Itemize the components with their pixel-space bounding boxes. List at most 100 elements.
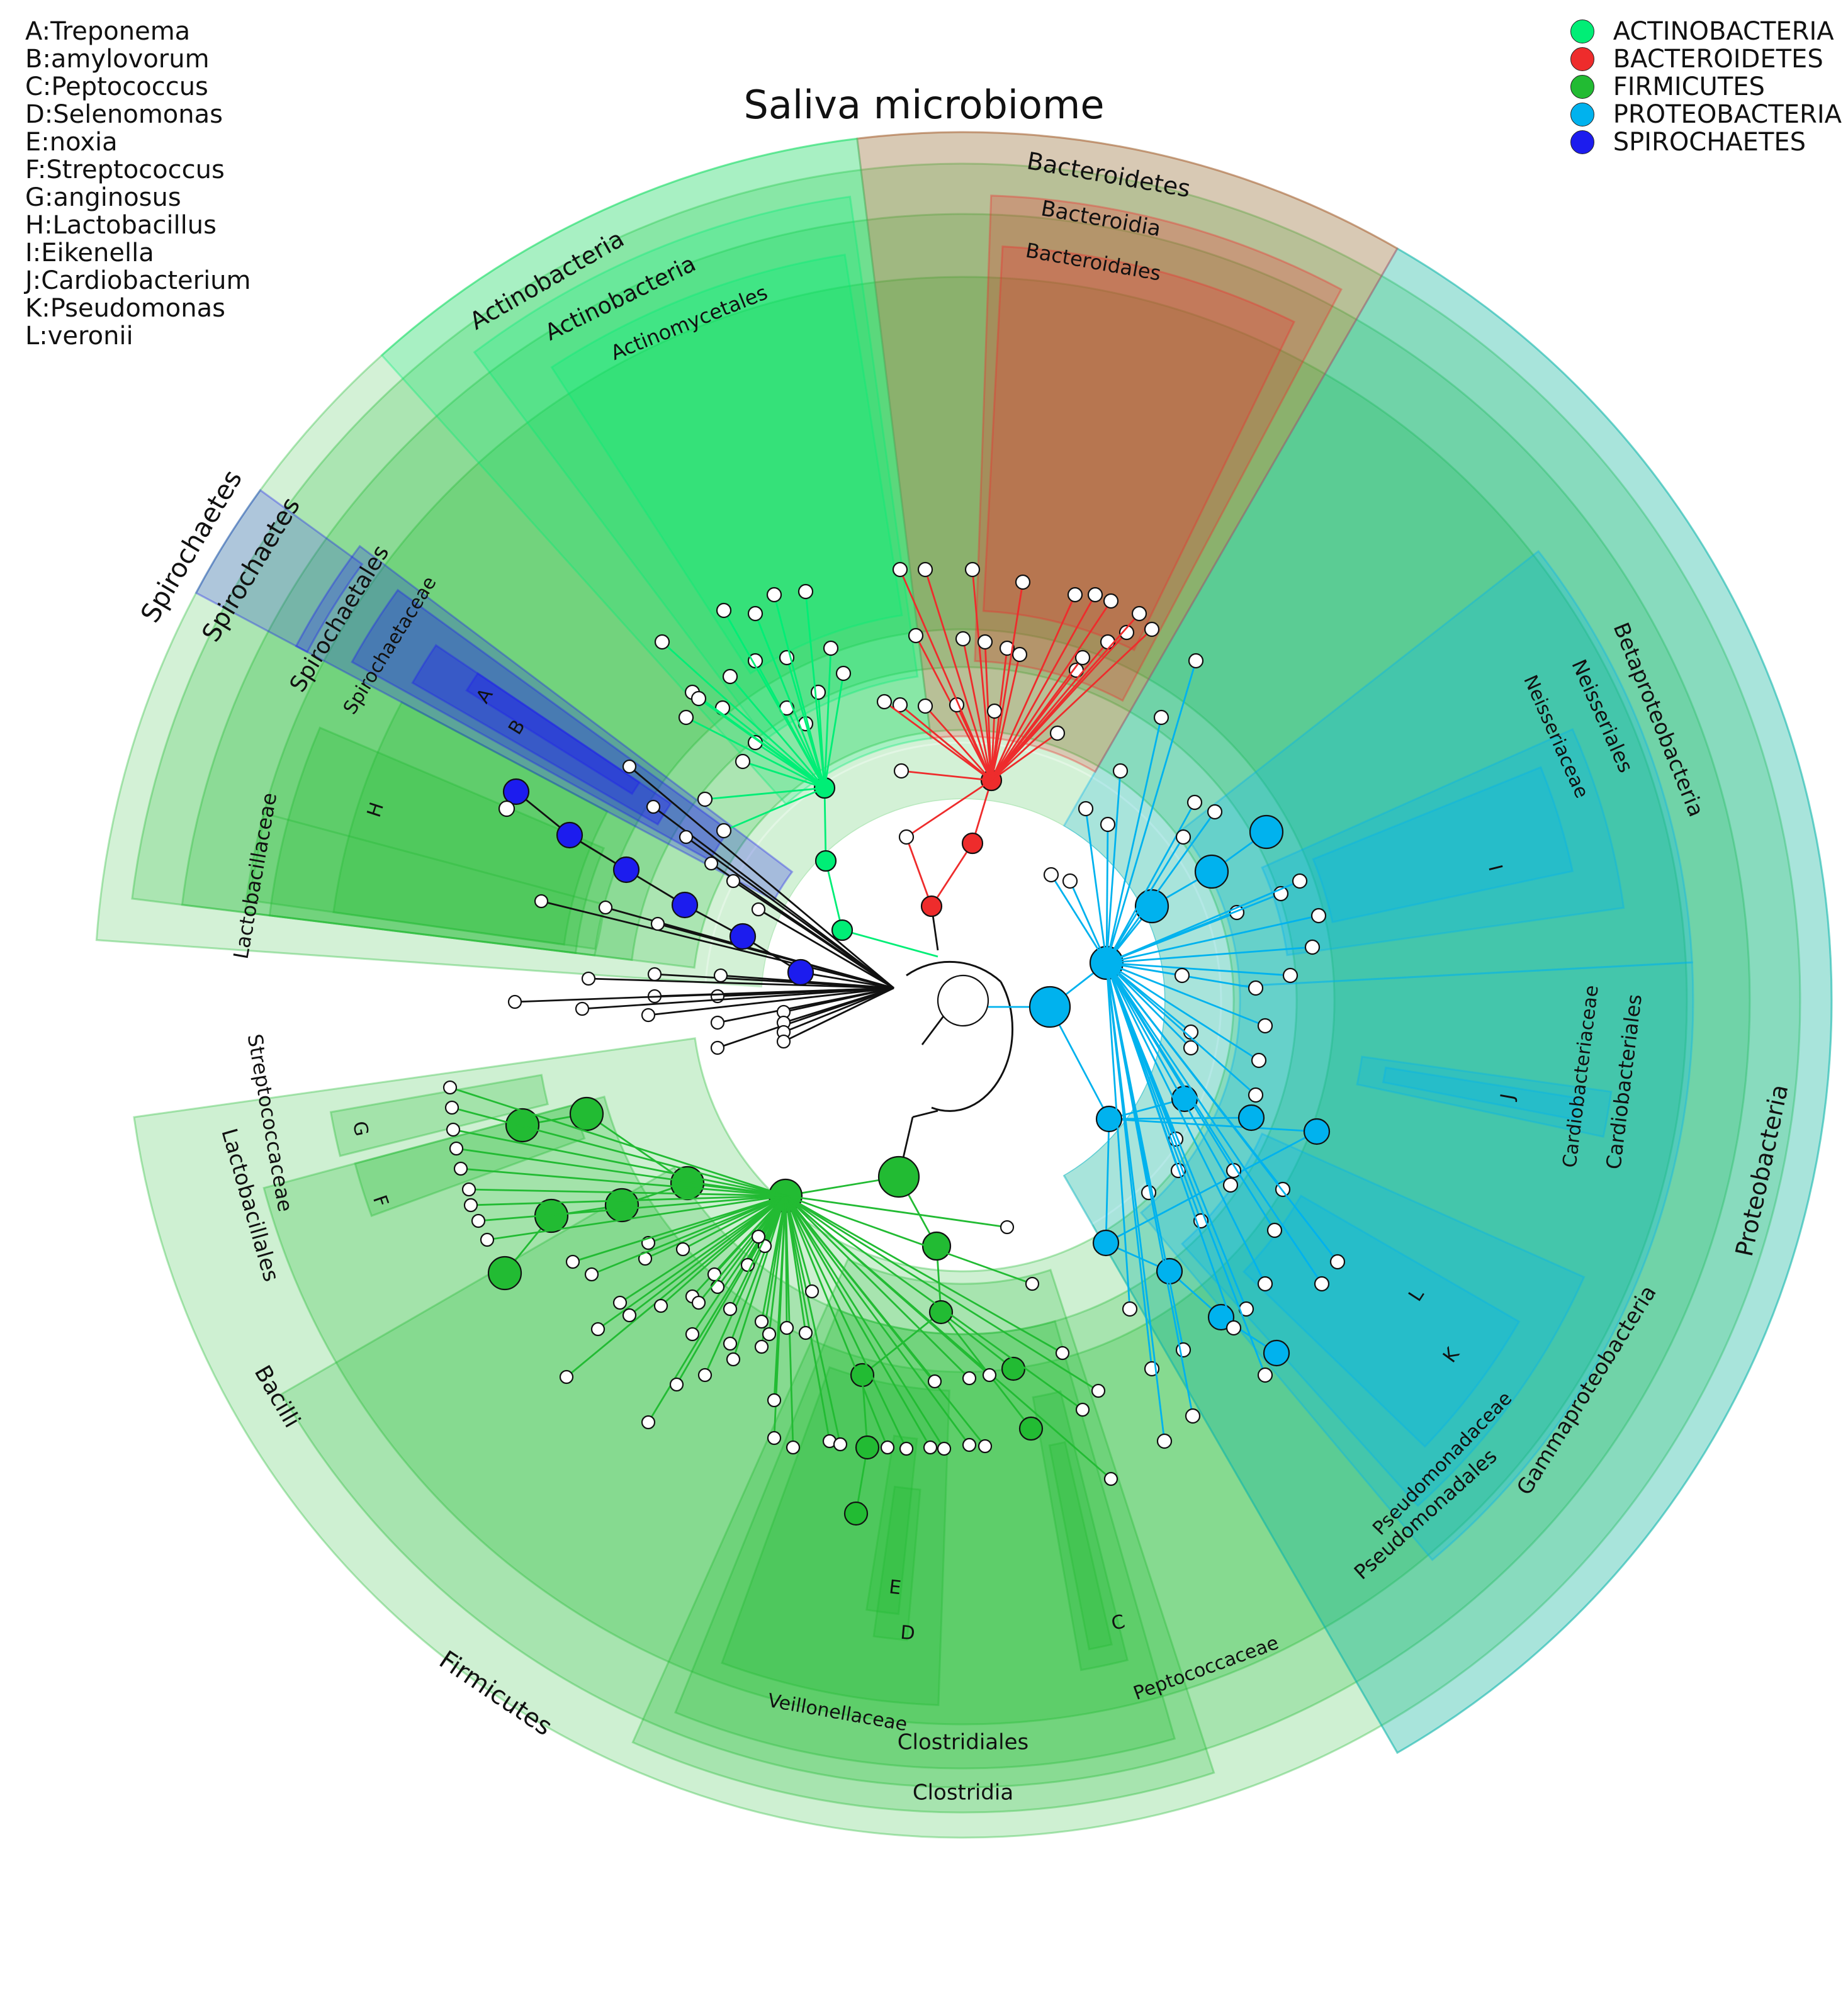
tree-branch <box>784 1195 813 1292</box>
leaf-node <box>751 1229 766 1244</box>
leaf-node <box>1229 904 1245 921</box>
tree-branch <box>786 657 826 789</box>
leaf-node <box>1112 763 1129 779</box>
leaf-node <box>1087 587 1103 603</box>
tree-branch <box>1211 831 1267 873</box>
proteobacteria-node <box>1095 1105 1123 1133</box>
tree-branch <box>504 1215 553 1274</box>
proteobacteria-node <box>1156 1257 1183 1285</box>
tree-branch <box>823 787 827 862</box>
tree-branch <box>629 765 894 989</box>
tree-branch <box>662 641 825 789</box>
leaf-node <box>646 799 661 814</box>
leaf-node <box>779 1320 794 1335</box>
leaf-node <box>798 1325 813 1340</box>
tree-branch <box>572 1194 786 1263</box>
tree-branch <box>842 929 938 958</box>
tree-branch <box>1105 717 1163 963</box>
leaf-node <box>1188 653 1204 669</box>
letter-label: D <box>899 1622 916 1645</box>
letter-label: K <box>1439 1343 1465 1367</box>
tree-branch <box>451 1106 786 1197</box>
spirochaetes-phylum-sector <box>194 488 364 654</box>
tree-branch <box>453 1128 786 1197</box>
tree-branch <box>786 707 826 789</box>
legend-swatch <box>1570 75 1594 99</box>
abbreviation-item: L:veronii <box>25 322 133 351</box>
leaf-node <box>638 1251 653 1266</box>
leaf-node <box>735 753 751 770</box>
tree-branch <box>717 987 894 1024</box>
tree-branch <box>1105 836 1185 963</box>
tree-branch <box>569 834 627 871</box>
tree-branch <box>723 787 825 832</box>
leaf-node <box>747 605 763 622</box>
root-branch <box>921 981 971 1045</box>
tree-branch <box>785 1176 899 1197</box>
tree-branch <box>470 1194 786 1206</box>
leaf-node <box>776 1004 791 1020</box>
proteobacteria-node <box>1028 986 1071 1028</box>
firmicutes-node <box>855 1435 880 1460</box>
leaf-node <box>1225 1320 1242 1336</box>
leaf-node <box>876 694 893 710</box>
legend-item: ACTINOBACTERIA <box>1570 18 1842 45</box>
phylum-label: Proteobacteria <box>1730 1082 1794 1259</box>
proteobacteria-node <box>1237 1104 1265 1132</box>
tree-branch <box>783 987 894 1043</box>
treponema-sector <box>465 671 641 795</box>
tree-branch <box>955 704 993 781</box>
tree-branch <box>785 1194 1099 1392</box>
leaf-node <box>650 916 665 931</box>
spacer2 <box>243 812 606 957</box>
spirochaetes-node <box>502 778 530 806</box>
leaf-node <box>964 561 981 578</box>
proteobacteria-node <box>1303 1118 1331 1145</box>
spirochaetes-class-sector <box>295 544 794 902</box>
actinobacteria-phylum-sector <box>380 137 932 806</box>
tree-branch <box>784 1195 788 1329</box>
leaf-node <box>1000 1220 1015 1235</box>
leaf-node <box>1185 1408 1201 1424</box>
tree-branch <box>1106 892 1282 964</box>
tree-branch <box>522 1113 587 1126</box>
tree-branch <box>862 1311 942 1376</box>
tree-branch <box>1105 962 1153 1369</box>
leaf-node <box>962 1371 977 1386</box>
leaf-node <box>880 1440 895 1455</box>
leaf-node <box>1329 1254 1346 1270</box>
legend-label: SPIROCHAETES <box>1613 128 1806 157</box>
leaf-node <box>927 1374 942 1389</box>
tree-branch <box>1105 962 1202 1222</box>
betaproteobacteria-sector <box>1180 549 1693 987</box>
tree-branch <box>468 1188 786 1197</box>
leaf-node <box>747 734 763 751</box>
tree-branch <box>784 1195 932 1448</box>
gammaproteobacteria-sector <box>1139 961 1694 1561</box>
abbreviation-item: J:Cardiobacterium <box>25 266 251 295</box>
tree-branch <box>784 1195 842 1445</box>
tree-branch <box>1105 962 1266 1376</box>
tree-branch <box>905 836 933 907</box>
leaf-node <box>710 989 725 1004</box>
order-label: Pseudomonadales <box>1349 1444 1502 1584</box>
proteobacteria-node <box>1249 814 1284 850</box>
tree-branch <box>487 1194 786 1241</box>
tree-branch <box>760 1195 787 1347</box>
leaf-node <box>1156 1433 1173 1449</box>
tree-branch <box>729 676 826 789</box>
tree-branch <box>1105 802 1196 963</box>
tree-branch <box>773 1195 787 1401</box>
firmicutes-node <box>1018 1416 1044 1441</box>
abbreviation-item: K:Pseudomonas <box>25 294 225 323</box>
tree-branch <box>1105 962 1194 1417</box>
leaf-node <box>797 716 814 732</box>
tree-branch <box>1105 962 1276 1231</box>
leaf-node <box>653 1298 668 1313</box>
tree-branch <box>516 790 570 836</box>
leaf-node <box>1011 646 1028 663</box>
proteobacteria-node <box>1207 1303 1235 1331</box>
leaf-node <box>647 967 662 982</box>
tree-branch <box>1105 962 1235 1171</box>
tree-branch <box>653 806 894 989</box>
